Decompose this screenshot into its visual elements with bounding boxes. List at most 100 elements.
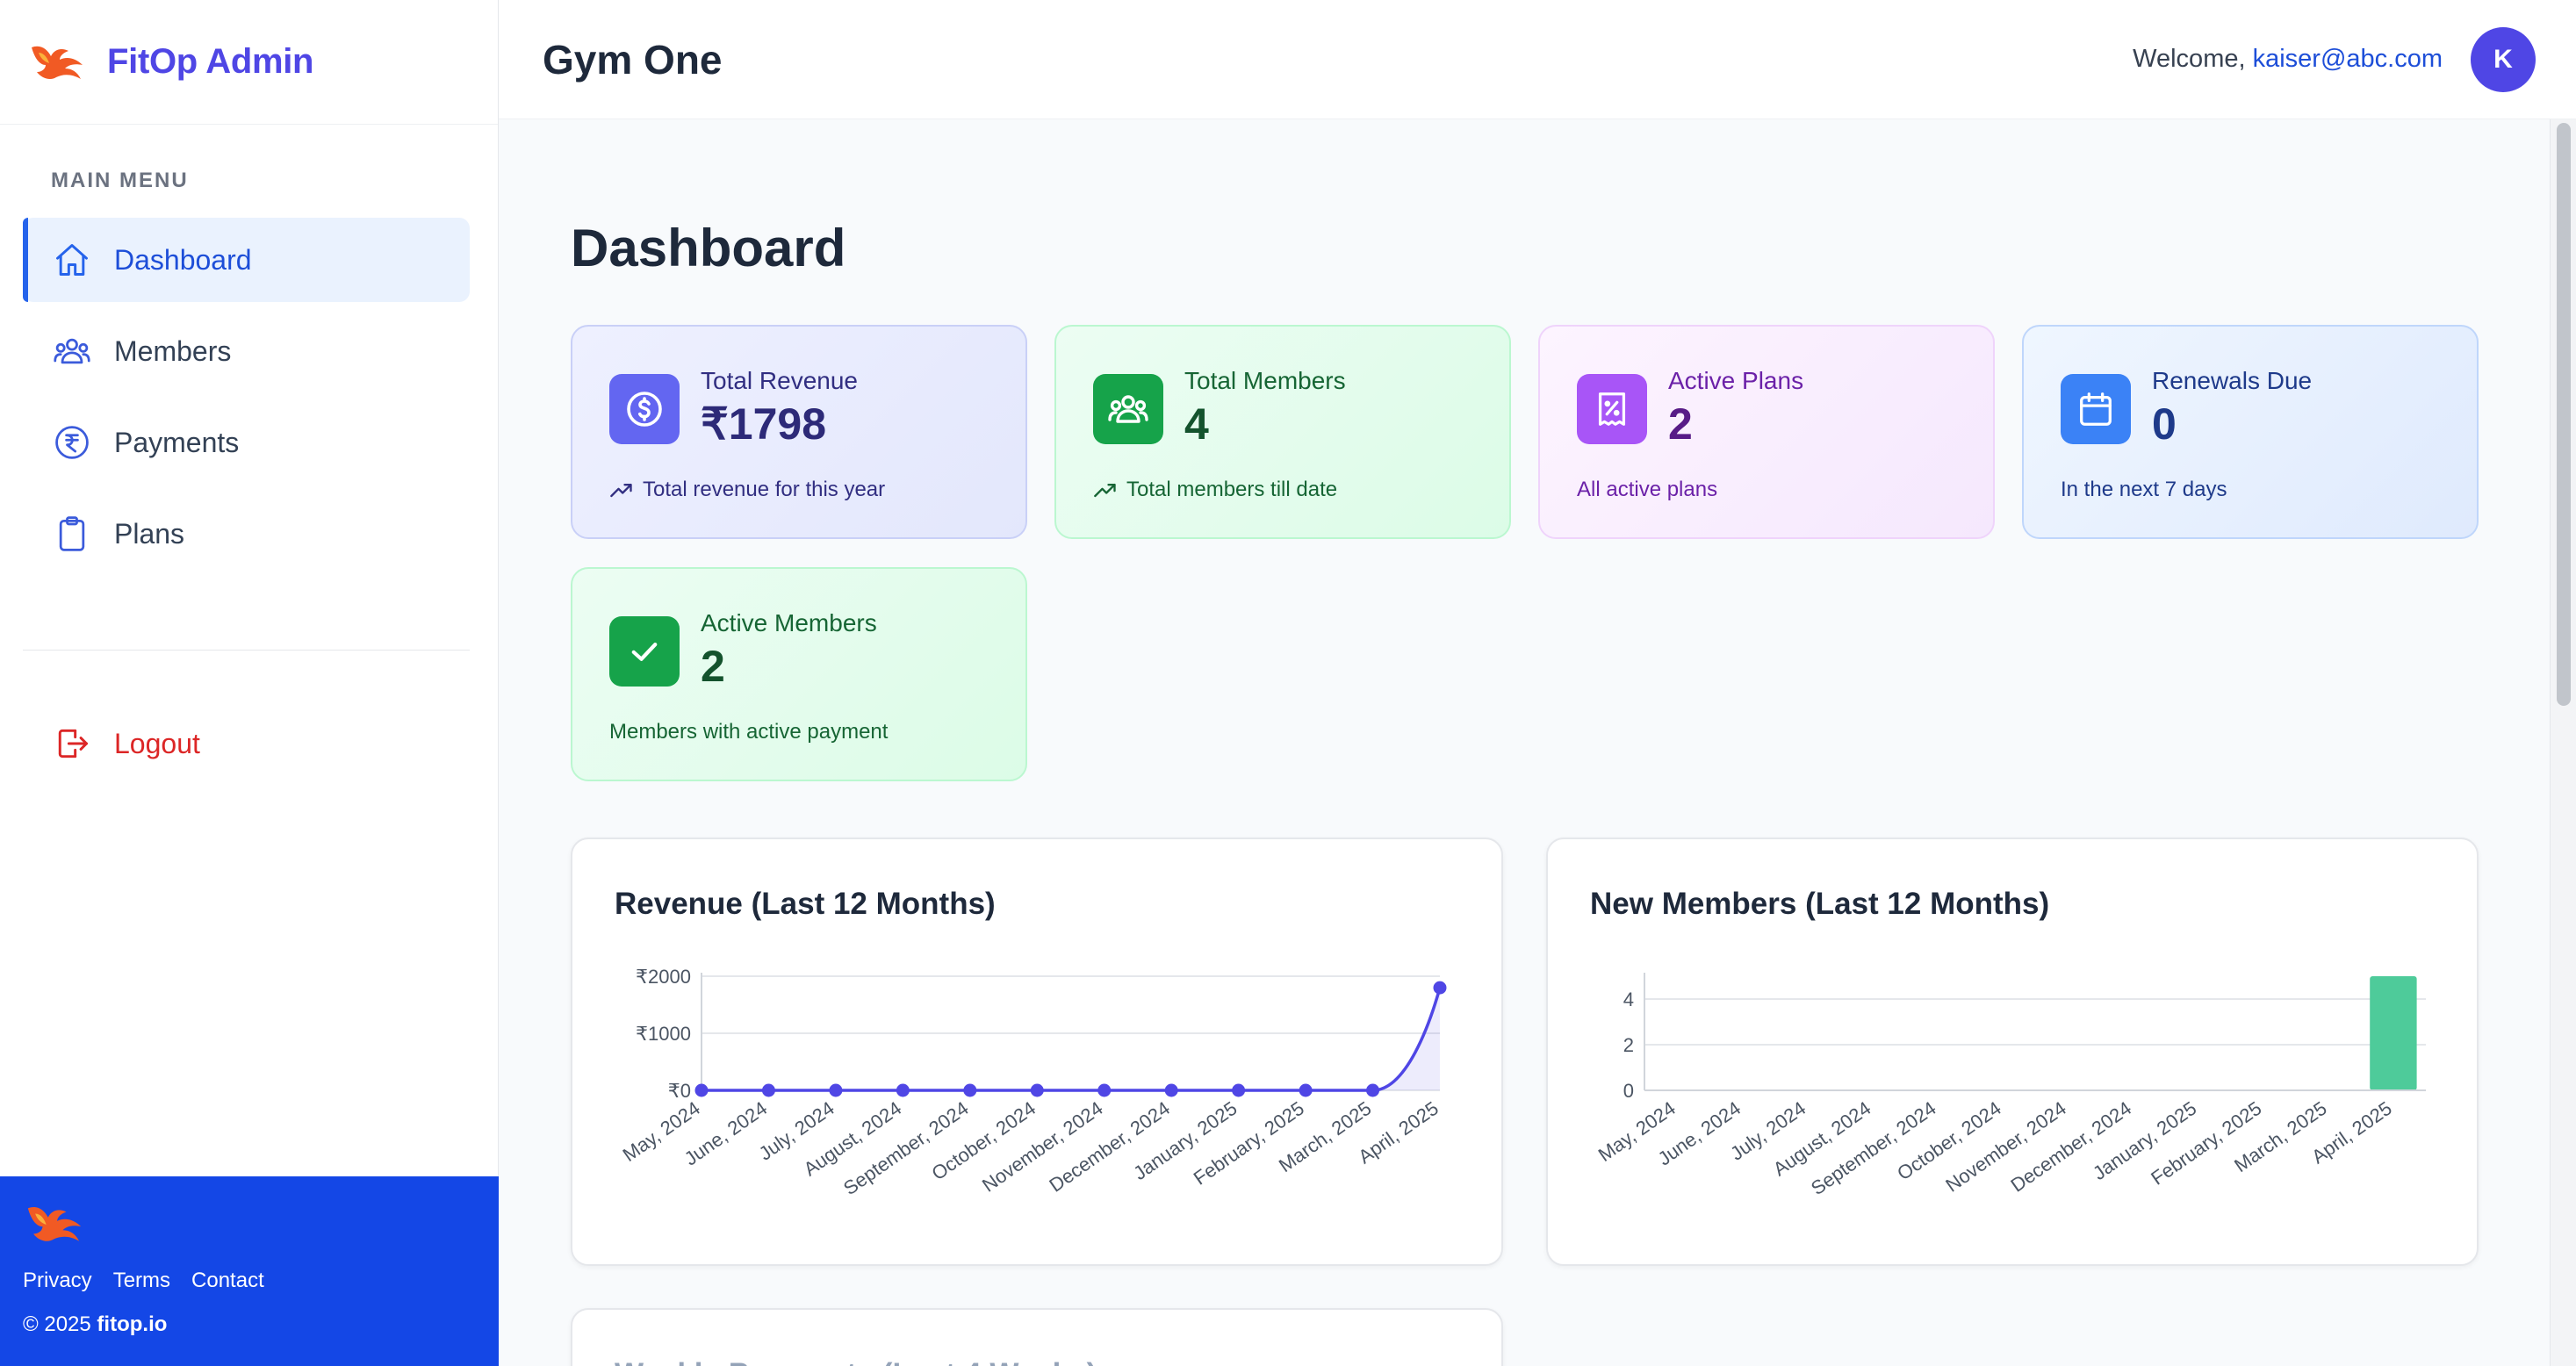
trend-up-icon [609,478,634,502]
card-title: Renewals Due [2152,367,2312,395]
card-title: Active Plans [1668,367,1803,395]
welcome-text: Welcome, [2133,45,2245,73]
check-icon [609,616,680,687]
series-area [702,988,1440,1090]
card-value: 0 [2152,399,2177,449]
data-point [762,1084,775,1097]
data-point [1232,1084,1245,1097]
data-point [1434,981,1447,995]
sidebar-item-label: Plans [114,518,184,550]
page-title: Dashboard [571,218,845,278]
dollar-circle-icon [609,374,680,444]
card-subtitle-text: Total revenue for this year [643,478,885,502]
footer-links: Privacy Terms Contact [23,1269,476,1293]
chart-title: Weekly Payments (Last 4 Weeks) [615,1357,1097,1366]
data-point [1165,1084,1178,1097]
data-point [896,1084,910,1097]
data-point [695,1084,709,1097]
y-tick-label: 0 [1623,1080,1634,1102]
rupee-circle-icon [53,423,91,462]
active-plans-card: Active Plans 2 All active plans [1538,325,1995,539]
x-tick-label: February, 2025 [2147,1097,2265,1190]
data-point [1031,1084,1044,1097]
sidebar-item-label: Members [114,335,231,368]
card-value: 2 [701,641,725,692]
data-point [1366,1084,1379,1097]
menu-section-title: MAIN MENU [51,169,498,193]
sidebar-footer: Privacy Terms Contact © 2025 fitop.io [0,1176,499,1366]
card-title: Active Members [701,609,877,637]
brand[interactable]: FitOp Admin [0,0,498,125]
sidebar-item-members[interactable]: Members [23,309,470,393]
card-subtitle: In the next 7 days [2061,478,2227,502]
sidebar-item-label: Dashboard [114,244,252,277]
footer-link-terms[interactable]: Terms [113,1269,170,1293]
total-members-card: Total Members 4 Total members till date [1054,325,1511,539]
home-icon [53,241,91,279]
card-subtitle: Members with active payment [609,720,888,744]
x-tick-label: November, 2024 [978,1097,1107,1197]
card-value: ₹1798 [701,399,826,449]
trend-up-icon [1093,478,1118,502]
card-value: 2 [1668,399,1693,449]
active-members-card: Active Members 2 Members with active pay… [571,567,1027,781]
footer-link-privacy[interactable]: Privacy [23,1269,92,1293]
y-tick-label: ₹0 [668,1080,691,1102]
footer-link-contact[interactable]: Contact [191,1269,264,1293]
scrollbar[interactable] [2550,119,2576,1366]
y-tick-label: ₹1000 [636,1023,691,1045]
card-value: 4 [1184,399,1209,449]
renewals-due-card: Renewals Due 0 In the next 7 days [2022,325,2479,539]
card-subtitle-text: Total members till date [1126,478,1337,502]
users-icon [53,332,91,370]
logout-label: Logout [114,728,200,760]
sidebar-item-dashboard[interactable]: Dashboard [23,218,470,302]
sidebar: FitOp Admin MAIN MENU Dashboard Members … [0,0,499,1366]
series-line [702,988,1440,1090]
topbar: Gym One Welcome, kaiser@abc.com K [499,0,2576,119]
receipt-percent-icon [1577,374,1647,444]
x-tick-label: December, 2024 [1045,1097,1174,1197]
card-title: Total Revenue [701,367,858,395]
revenue-chart-panel: Revenue (Last 12 Months) ₹0 ₹1000 ₹2000 May… [571,838,1503,1266]
logout-button[interactable]: Logout [23,701,470,786]
card-subtitle-text: In the next 7 days [2061,478,2227,502]
new-members-chart-panel: New Members (Last 12 Months) 0 2 4 May, 202… [1546,838,2479,1266]
avatar[interactable]: K [2471,27,2536,92]
sidebar-item-plans[interactable]: Plans [23,492,470,576]
y-tick-label: 4 [1623,989,1634,1010]
sidebar-item-label: Payments [114,427,239,459]
bar [2370,976,2416,1090]
data-point [1097,1084,1111,1097]
y-tick-label: ₹2000 [636,966,691,988]
user-email[interactable]: kaiser@abc.com [2253,45,2443,73]
y-tick-label: 2 [1623,1034,1634,1056]
weekly-payments-panel: Weekly Payments (Last 4 Weeks) [571,1308,1503,1366]
card-subtitle-text: All active plans [1577,478,1717,502]
copyright: © 2025 fitop.io [23,1312,476,1337]
phoenix-logo-icon [28,40,86,84]
gym-name: Gym One [543,36,2133,83]
data-point [1299,1084,1313,1097]
card-subtitle: Total members till date [1093,478,1337,502]
brand-name: FitOp Admin [107,42,313,82]
card-title: Total Members [1184,367,1346,395]
welcome-message: Welcome, kaiser@abc.com [2133,45,2443,74]
menu-divider [23,650,470,651]
scrollbar-thumb[interactable] [2557,123,2571,706]
copyright-site[interactable]: fitop.io [97,1312,167,1336]
calendar-icon [2061,374,2131,444]
copyright-text: © 2025 [23,1312,91,1336]
total-revenue-card: Total Revenue ₹1798 Total revenue for th… [571,325,1027,539]
main-menu: Dashboard Members Payments Plans [0,218,498,576]
logout-icon [53,724,91,763]
data-point [829,1084,842,1097]
card-subtitle: Total revenue for this year [609,478,885,502]
sidebar-item-payments[interactable]: Payments [23,400,470,485]
card-subtitle-text: Members with active payment [609,720,888,744]
data-point [963,1084,976,1097]
users-icon [1093,374,1163,444]
card-subtitle: All active plans [1577,478,1717,502]
